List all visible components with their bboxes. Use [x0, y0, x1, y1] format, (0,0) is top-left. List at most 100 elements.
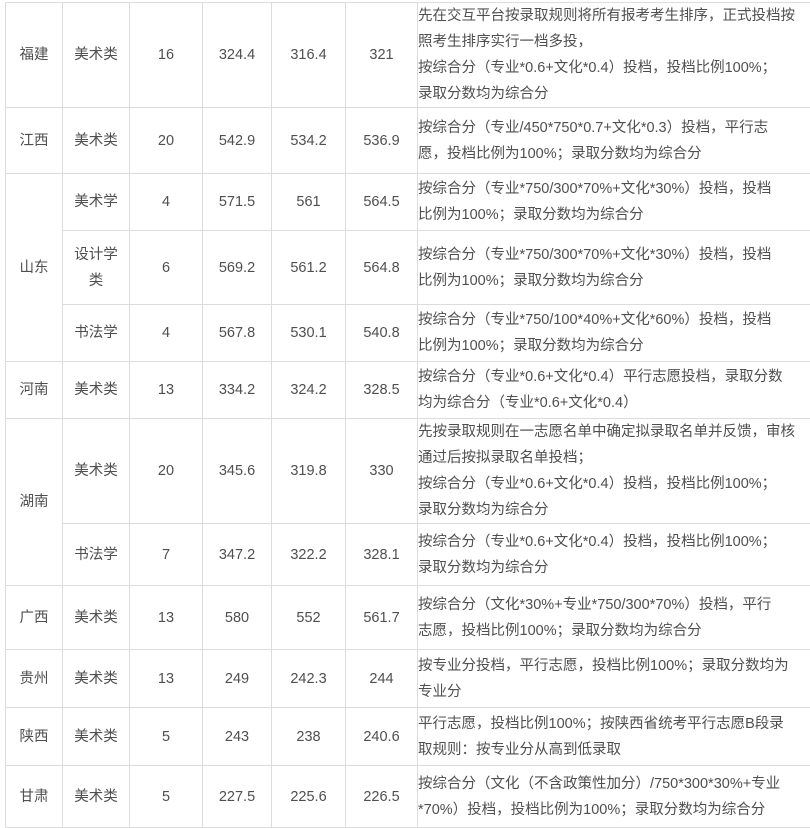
cell-province: 河南: [6, 362, 63, 419]
cell-province: 陕西: [6, 708, 63, 766]
cell-average-score: 330: [346, 419, 418, 524]
cell-category: 美术类: [63, 108, 130, 174]
cell-admission-rule: 先按录取规则在一志愿名单中确定拟录取名单并反馈，审核通过后按拟录取名单投档；按综…: [418, 419, 810, 524]
cell-max-score: 580: [203, 586, 272, 650]
rule-line: 通过后按拟录取名单投档；: [418, 445, 810, 471]
cell-plan-count: 4: [130, 305, 203, 362]
rule-line: 照考生排序实行一档多投，: [418, 29, 810, 55]
rule-line: 志愿，投档比例100%；录取分数均为综合分: [418, 618, 810, 644]
cell-average-score: 226.5: [346, 766, 418, 828]
cell-category: 美术类: [63, 586, 130, 650]
cell-province: 福建: [6, 3, 63, 108]
cell-province: 贵州: [6, 650, 63, 708]
cell-province: 甘肃: [6, 766, 63, 828]
rule-line: 比例为100%；录取分数均为综合分: [418, 202, 810, 228]
cell-category: 设计学类: [63, 231, 130, 305]
rule-line: *70%）投档，投档比例为100%；录取分数均为综合分: [418, 797, 810, 823]
cell-plan-count: 5: [130, 766, 203, 828]
cell-average-score: 244: [346, 650, 418, 708]
cell-max-score: 243: [203, 708, 272, 766]
rule-line: 愿，投档比例为100%；录取分数均为综合分: [418, 141, 810, 167]
rule-line: 按综合分（文化*30%+专业*750/300*70%）投档，平行: [418, 592, 810, 618]
cell-average-score: 321: [346, 3, 418, 108]
cell-max-score: 347.2: [203, 524, 272, 586]
cell-max-score: 567.8: [203, 305, 272, 362]
rule-line: 平行志愿，投档比例100%；按陕西省统考平行志愿B段录: [418, 711, 810, 737]
cell-max-score: 324.4: [203, 3, 272, 108]
cell-average-score: 564.8: [346, 231, 418, 305]
cell-province: 湖南: [6, 419, 63, 586]
cell-province: 广西: [6, 586, 63, 650]
cell-admission-rule: 按综合分（文化（不含政策性加分）/750*300*30%+专业*70%）投档，投…: [418, 766, 810, 828]
cell-min-score: 530.1: [272, 305, 346, 362]
cell-average-score: 240.6: [346, 708, 418, 766]
cell-min-score: 242.3: [272, 650, 346, 708]
cell-admission-rule: 按综合分（专业*750/300*70%+文化*30%）投档，投档比例为100%；…: [418, 174, 810, 231]
rule-line: 按综合分（专业*0.6+文化*0.4）平行志愿投档，录取分数: [418, 364, 810, 390]
cell-max-score: 542.9: [203, 108, 272, 174]
cell-admission-rule: 按综合分（专业*0.6+文化*0.4）投档，投档比例100%；录取分数均为综合分: [418, 524, 810, 586]
cell-min-score: 225.6: [272, 766, 346, 828]
cell-plan-count: 6: [130, 231, 203, 305]
cell-category: 美术学: [63, 174, 130, 231]
cell-max-score: 249: [203, 650, 272, 708]
rule-line: 按综合分（专业*0.6+文化*0.4）投档，投档比例100%；: [418, 55, 810, 81]
cell-average-score: 540.8: [346, 305, 418, 362]
rule-line: 比例为100%；录取分数均为综合分: [418, 333, 810, 359]
rule-line: 按综合分（专业*750/300*70%+文化*30%）投档，投档: [418, 176, 810, 202]
cell-min-score: 238: [272, 708, 346, 766]
cell-plan-count: 20: [130, 419, 203, 524]
rule-line: 按综合分（文化（不含政策性加分）/750*300*30%+专业: [418, 771, 810, 797]
cell-category: 美术类: [63, 419, 130, 524]
cell-min-score: 552: [272, 586, 346, 650]
cell-admission-rule: 按综合分（专业*750/100*40%+文化*60%）投档，投档比例为100%；…: [418, 305, 810, 362]
cell-category: 美术类: [63, 708, 130, 766]
cell-plan-count: 7: [130, 524, 203, 586]
cell-category: 美术类: [63, 766, 130, 828]
cell-plan-count: 13: [130, 586, 203, 650]
rule-line: 录取分数均为综合分: [418, 81, 810, 107]
cell-min-score: 561.2: [272, 231, 346, 305]
cell-max-score: 569.2: [203, 231, 272, 305]
cell-min-score: 561: [272, 174, 346, 231]
rule-line: 按综合分（专业*750/100*40%+文化*60%）投档，投档: [418, 307, 810, 333]
rule-line: 先按录取规则在一志愿名单中确定拟录取名单并反馈，审核: [418, 419, 810, 445]
cell-category: 书法学: [63, 305, 130, 362]
cell-plan-count: 13: [130, 362, 203, 419]
rule-line: 录取分数均为综合分: [418, 497, 810, 523]
cell-category: 美术类: [63, 362, 130, 419]
cell-average-score: 328.1: [346, 524, 418, 586]
cell-max-score: 227.5: [203, 766, 272, 828]
rule-line: 按综合分（专业*0.6+文化*0.4）投档，投档比例100%；: [418, 529, 810, 555]
cell-max-score: 345.6: [203, 419, 272, 524]
rule-line: 按综合分（专业/450*750*0.7+文化*0.3）投档，平行志: [418, 115, 810, 141]
cell-category: 美术类: [63, 3, 130, 108]
cell-min-score: 322.2: [272, 524, 346, 586]
cell-average-score: 536.9: [346, 108, 418, 174]
cell-plan-count: 16: [130, 3, 203, 108]
cell-plan-count: 4: [130, 174, 203, 231]
cell-plan-count: 5: [130, 708, 203, 766]
cell-category: 书法学: [63, 524, 130, 586]
rule-line: 专业分: [418, 679, 810, 705]
cell-province: 江西: [6, 108, 63, 174]
cell-admission-rule: 按综合分（专业/450*750*0.7+文化*0.3）投档，平行志愿，投档比例为…: [418, 108, 810, 174]
cell-admission-rule: 按综合分（专业*750/300*70%+文化*30%）投档，投档比例为100%；…: [418, 231, 810, 305]
cell-admission-rule: 按专业分投档，平行志愿，投档比例100%；录取分数均为专业分: [418, 650, 810, 708]
cell-min-score: 319.8: [272, 419, 346, 524]
cell-province: 山东: [6, 174, 63, 362]
rule-line: 取规则：按专业分从高到低录取: [418, 737, 810, 763]
